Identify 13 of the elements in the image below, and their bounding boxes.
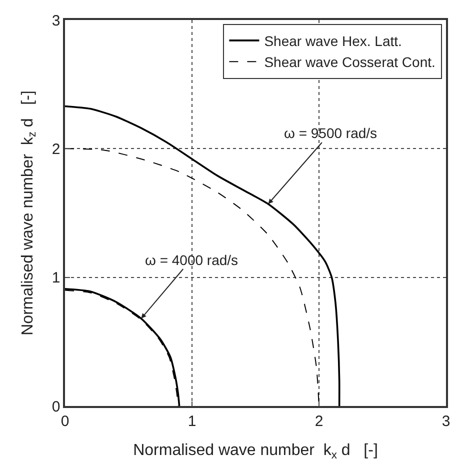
y-tick-label: 3 — [52, 12, 60, 30]
y-tick-label: 0 — [52, 398, 60, 416]
annotation: ω = 4000 rad/s — [145, 252, 238, 268]
line-series — [65, 105, 340, 406]
legend-label: Shear wave Cosserat Cont. — [264, 54, 436, 70]
x-tick-label: 1 — [188, 412, 196, 430]
annotation: ω = 9500 rad/s — [284, 125, 378, 141]
legend-label: Shear wave Hex. Latt. — [264, 32, 402, 49]
x-tick-label: 3 — [442, 412, 450, 430]
y-tick-label: 1 — [52, 270, 60, 287]
x-tick-label: 2 — [314, 412, 324, 430]
y-tick-label: 2 — [52, 140, 60, 158]
x-axis-title: Normalised wave number k$_{x}$ d [-] — [133, 442, 378, 462]
